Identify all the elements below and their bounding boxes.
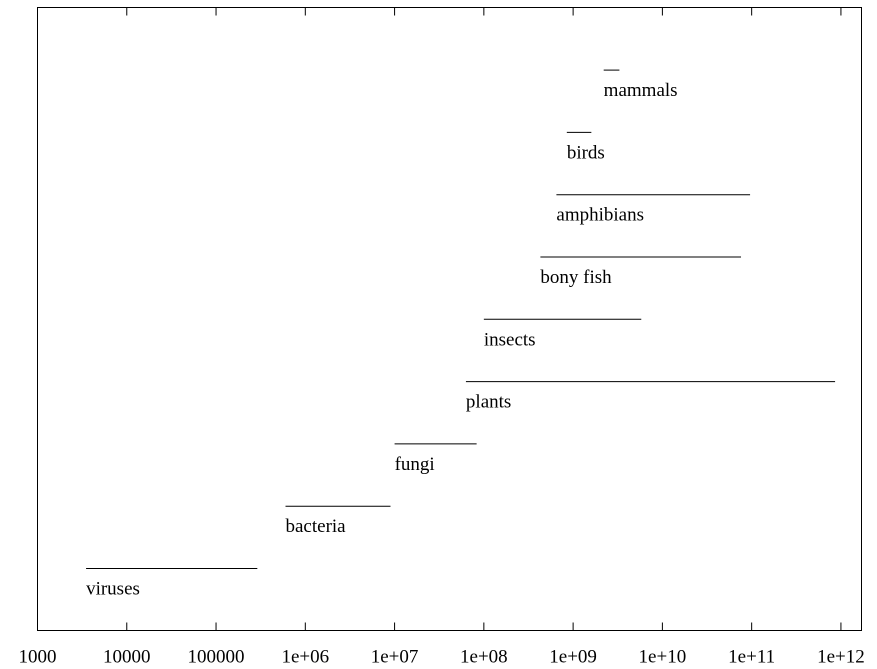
x-tick-label: 1e+08 bbox=[460, 647, 508, 668]
range-label: viruses bbox=[86, 579, 140, 600]
x-tick-label: 1e+11 bbox=[728, 647, 775, 668]
range-label: amphibians bbox=[556, 205, 644, 226]
range-label: bacteria bbox=[286, 516, 347, 537]
x-tick-label: 1e+10 bbox=[639, 647, 687, 668]
x-tick-label: 1000 bbox=[19, 647, 57, 668]
range-label: fungi bbox=[395, 454, 435, 475]
x-tick-label: 1e+12 bbox=[817, 647, 865, 668]
range-label: birds bbox=[567, 142, 605, 163]
x-tick-label: 1e+06 bbox=[281, 647, 329, 668]
x-tick-label: 10000 bbox=[103, 647, 151, 668]
x-tick-label: 1e+07 bbox=[371, 647, 419, 668]
range-label: insects bbox=[484, 329, 536, 350]
x-tick-label: 1e+09 bbox=[549, 647, 597, 668]
x-tick-label: 100000 bbox=[188, 647, 245, 668]
range-label: plants bbox=[466, 392, 511, 413]
range-label: bony fish bbox=[540, 267, 612, 288]
plot-frame bbox=[37, 7, 862, 631]
range-label: mammals bbox=[604, 80, 678, 101]
